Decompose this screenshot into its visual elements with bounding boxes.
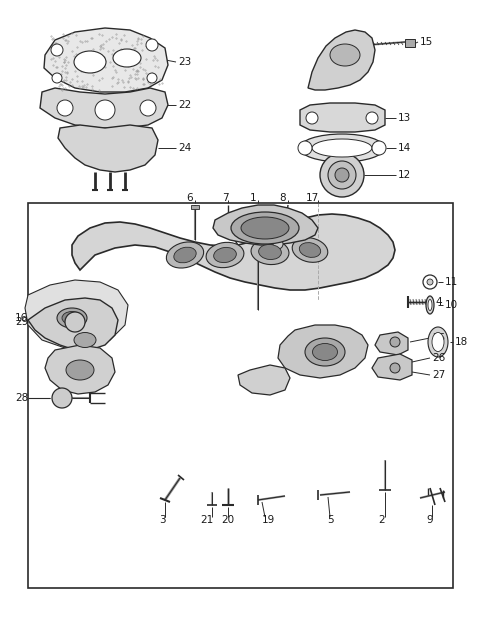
- Ellipse shape: [74, 333, 96, 348]
- Circle shape: [298, 141, 312, 155]
- Circle shape: [52, 73, 62, 83]
- Circle shape: [423, 275, 437, 289]
- Ellipse shape: [312, 343, 337, 361]
- Text: 20: 20: [221, 515, 235, 525]
- Circle shape: [65, 312, 85, 332]
- Circle shape: [52, 388, 72, 408]
- Text: 22: 22: [178, 100, 191, 110]
- Text: 8: 8: [280, 193, 286, 203]
- Polygon shape: [238, 365, 290, 395]
- Circle shape: [335, 168, 349, 182]
- Ellipse shape: [259, 245, 281, 260]
- Text: 18: 18: [455, 337, 468, 347]
- Ellipse shape: [330, 44, 360, 66]
- Text: 11: 11: [445, 277, 458, 287]
- Circle shape: [320, 153, 364, 197]
- Ellipse shape: [312, 139, 372, 157]
- Ellipse shape: [428, 327, 448, 357]
- Ellipse shape: [305, 338, 345, 366]
- Text: 9: 9: [427, 515, 433, 525]
- Text: 15: 15: [420, 37, 433, 47]
- Polygon shape: [278, 325, 368, 378]
- Text: 6: 6: [187, 193, 193, 203]
- Text: 13: 13: [398, 113, 411, 123]
- Bar: [28, 203, 453, 588]
- Ellipse shape: [426, 296, 434, 314]
- Ellipse shape: [66, 360, 94, 380]
- Text: 27: 27: [432, 370, 445, 380]
- Text: 14: 14: [398, 143, 411, 153]
- Circle shape: [372, 141, 386, 155]
- Bar: [191, 205, 199, 209]
- Polygon shape: [308, 30, 375, 90]
- Text: 2: 2: [379, 515, 385, 525]
- Text: 12: 12: [398, 170, 411, 180]
- Ellipse shape: [57, 308, 87, 328]
- Ellipse shape: [300, 243, 321, 257]
- Text: 1: 1: [250, 193, 256, 203]
- Circle shape: [366, 112, 378, 124]
- Text: 24: 24: [178, 143, 191, 153]
- Polygon shape: [72, 214, 395, 290]
- Text: 25: 25: [432, 333, 445, 343]
- Ellipse shape: [167, 242, 204, 268]
- Polygon shape: [372, 354, 412, 380]
- Text: 23: 23: [178, 57, 191, 67]
- Circle shape: [390, 337, 400, 347]
- Ellipse shape: [214, 247, 236, 263]
- Circle shape: [146, 39, 158, 51]
- Ellipse shape: [231, 212, 299, 244]
- Polygon shape: [375, 332, 408, 355]
- Ellipse shape: [62, 311, 82, 324]
- Polygon shape: [44, 28, 168, 92]
- Ellipse shape: [206, 242, 244, 268]
- Circle shape: [390, 363, 400, 373]
- Ellipse shape: [174, 247, 196, 263]
- Ellipse shape: [428, 300, 432, 311]
- Polygon shape: [40, 88, 168, 128]
- Circle shape: [147, 73, 157, 83]
- Circle shape: [427, 279, 433, 285]
- Text: 26: 26: [432, 353, 445, 363]
- Text: 29: 29: [15, 317, 28, 327]
- Polygon shape: [300, 103, 385, 132]
- Circle shape: [328, 161, 356, 189]
- Text: 21: 21: [200, 515, 214, 525]
- Ellipse shape: [113, 49, 141, 67]
- Ellipse shape: [251, 240, 289, 265]
- Circle shape: [273, 239, 283, 249]
- Polygon shape: [28, 298, 118, 350]
- Polygon shape: [58, 125, 158, 172]
- Polygon shape: [25, 280, 128, 348]
- Text: 4: 4: [435, 297, 442, 307]
- Text: 28: 28: [15, 393, 28, 403]
- Bar: [405, 39, 415, 47]
- Ellipse shape: [74, 51, 106, 73]
- Text: 17: 17: [305, 193, 319, 203]
- Circle shape: [140, 100, 156, 116]
- Polygon shape: [213, 205, 318, 245]
- Circle shape: [57, 100, 73, 116]
- Text: 7: 7: [222, 193, 228, 203]
- Circle shape: [95, 100, 115, 120]
- Ellipse shape: [432, 333, 444, 351]
- Polygon shape: [45, 345, 115, 394]
- Text: 3: 3: [159, 515, 165, 525]
- Text: 10: 10: [445, 300, 458, 310]
- Ellipse shape: [241, 217, 289, 239]
- Ellipse shape: [300, 134, 384, 162]
- Text: 5: 5: [327, 515, 333, 525]
- Circle shape: [51, 44, 63, 56]
- Text: 16: 16: [15, 313, 28, 323]
- Text: 19: 19: [262, 515, 275, 525]
- Ellipse shape: [292, 238, 328, 262]
- Circle shape: [306, 112, 318, 124]
